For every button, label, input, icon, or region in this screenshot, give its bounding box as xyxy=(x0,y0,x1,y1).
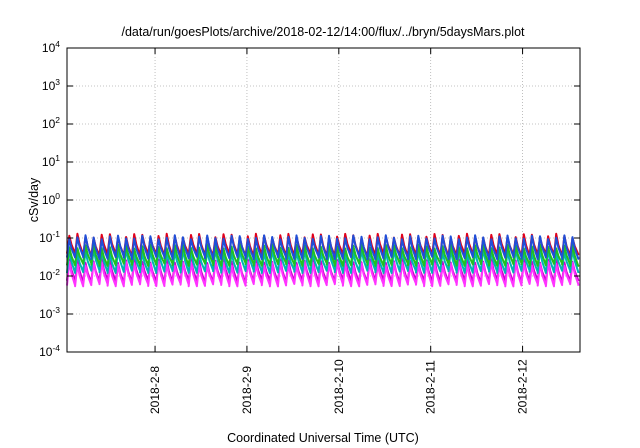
grid xyxy=(67,48,580,352)
y-tick-label: 10-3 xyxy=(39,305,60,321)
series-lines xyxy=(66,232,580,288)
chart-title: /data/run/goesPlots/archive/2018-02-12/1… xyxy=(121,25,525,39)
x-axis-label: Coordinated Universal Time (UTC) xyxy=(227,431,419,445)
series-line xyxy=(66,234,580,261)
y-tick-label: 101 xyxy=(42,153,60,169)
y-axis: 10-4 10-3 10-2 10-1 100 101 102 103 104 xyxy=(39,39,580,359)
x-tick-label: 2018-2-11 xyxy=(424,360,438,414)
y-tick-label: 10-4 xyxy=(39,343,60,359)
x-tick-label: 2018-2-10 xyxy=(332,359,346,414)
series-line xyxy=(66,260,580,288)
series-line xyxy=(66,243,580,267)
series-line xyxy=(66,248,580,274)
y-tick-label: 10-1 xyxy=(39,229,60,245)
y-tick-label: 104 xyxy=(42,39,60,55)
x-axis: 2018-2-8 2018-2-9 2018-2-10 2018-2-11 2018-2… xyxy=(148,48,530,414)
y-tick-label: 100 xyxy=(42,191,60,207)
y-tick-label: 10-2 xyxy=(39,267,60,283)
x-tick-label: 2018-2-12 xyxy=(516,359,530,414)
y-axis-label: cSv/day xyxy=(27,177,41,222)
y-tick-label: 102 xyxy=(42,115,60,131)
x-tick-label: 2018-2-8 xyxy=(148,366,162,414)
plot-frame xyxy=(66,47,581,353)
y-tick-label: 103 xyxy=(42,77,60,93)
x-tick-label: 2018-2-9 xyxy=(240,366,254,414)
